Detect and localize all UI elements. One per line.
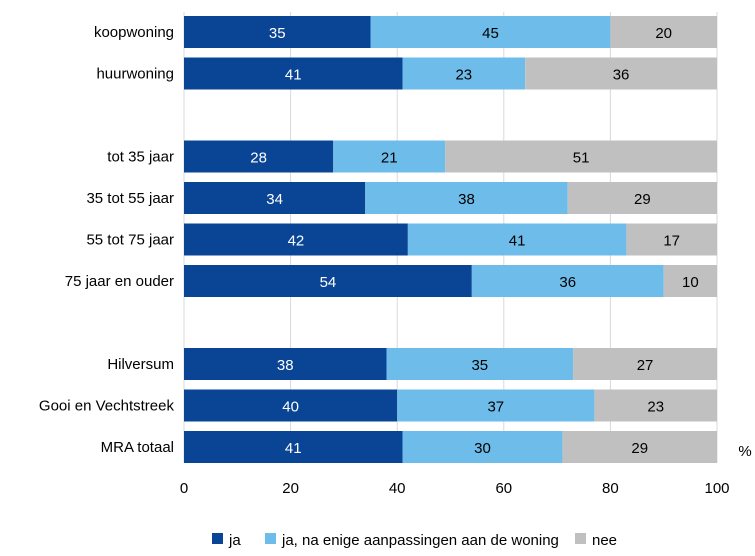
x-tick-label: 20 — [282, 480, 299, 497]
data-label: 23 — [647, 399, 664, 416]
category-label: 75 jaar en ouder — [65, 273, 174, 290]
x-tick-label: 0 — [180, 480, 188, 497]
data-label: 28 — [250, 150, 267, 167]
bar-segment — [365, 182, 568, 214]
bar-segment — [402, 431, 563, 463]
data-label: 40 — [282, 399, 299, 416]
x-axis: % 0 20 40 60 80 100 — [180, 443, 752, 497]
category-label: MRA totaal — [101, 439, 174, 456]
bar-segment — [471, 265, 664, 297]
category-label: huurwoning — [96, 66, 174, 83]
bar-segment — [184, 223, 408, 256]
category-label: tot 35 jaar — [107, 149, 174, 166]
data-label: 38 — [277, 357, 294, 374]
bar-segment — [407, 223, 627, 256]
data-label: 35 — [471, 357, 488, 374]
data-label: 41 — [285, 67, 302, 84]
data-label: 37 — [487, 399, 504, 416]
legend-label: ja — [228, 532, 241, 549]
bar-segment — [333, 140, 446, 173]
data-label: 10 — [682, 274, 699, 291]
data-label: 35 — [269, 25, 286, 42]
x-tick-label: 80 — [602, 480, 619, 497]
x-axis-unit-label: % — [738, 443, 751, 460]
data-label: 41 — [509, 233, 526, 250]
legend-swatch — [212, 533, 223, 544]
x-tick-label: 60 — [495, 480, 512, 497]
data-label: 30 — [474, 440, 491, 457]
data-label: 51 — [573, 150, 590, 167]
category-label: Gooi en Vechtstreek — [39, 398, 175, 415]
bar-segment — [573, 348, 717, 380]
bar-segment — [184, 431, 403, 463]
data-label: 27 — [637, 357, 654, 374]
bar-segment — [184, 389, 398, 422]
category-label: 35 tot 55 jaar — [86, 190, 174, 207]
data-label: 34 — [266, 191, 283, 208]
category-label: koopwoning — [94, 24, 174, 41]
data-label: 38 — [458, 191, 475, 208]
bar-segment — [184, 265, 472, 297]
category-labels: koopwoning huurwoning tot 35 jaar 35 tot 55… — [39, 24, 175, 456]
bar-segment — [386, 348, 574, 380]
bar-segment — [445, 140, 717, 173]
bar-segment — [562, 431, 717, 463]
bar-segment — [626, 223, 717, 256]
bar-segment — [525, 57, 717, 90]
legend: ja ja, na enige aanpassingen aan de wonin… — [212, 532, 617, 549]
data-label: 54 — [320, 274, 337, 291]
data-label: 36 — [559, 274, 576, 291]
data-label: 21 — [381, 150, 398, 167]
bar-segment — [184, 16, 371, 48]
data-label: 36 — [613, 67, 630, 84]
bar-segment — [397, 389, 595, 422]
legend-swatch — [265, 533, 276, 544]
legend-swatch — [575, 533, 586, 544]
x-tick-label: 100 — [704, 480, 729, 497]
data-label: 41 — [285, 440, 302, 457]
bar-segment — [567, 182, 717, 214]
bar-segment — [184, 182, 366, 214]
data-label: 23 — [455, 67, 472, 84]
data-label: 45 — [482, 25, 499, 42]
data-label: 17 — [663, 233, 680, 250]
bar-segment — [402, 57, 526, 90]
bar-segment — [184, 57, 403, 90]
legend-label: ja, na enige aanpassingen aan de woning — [281, 532, 559, 549]
bars: 35 45 20 41 23 36 28 21 51 34 38 29 42 41 17 54 36 10 38 35… — [184, 16, 717, 463]
bar-segment — [663, 265, 717, 297]
legend-label: nee — [592, 532, 617, 549]
bar-segment — [370, 16, 611, 48]
bar-segment — [184, 140, 334, 173]
data-label: 29 — [631, 440, 648, 457]
bar-segment — [610, 16, 717, 48]
bar-segment — [594, 389, 717, 422]
data-label: 42 — [288, 233, 305, 250]
data-label: 29 — [634, 191, 651, 208]
bar-segment — [184, 348, 387, 380]
data-label: 20 — [655, 25, 672, 42]
category-label: Hilversum — [107, 356, 174, 373]
category-label: 55 tot 75 jaar — [86, 232, 174, 249]
x-tick-label: 40 — [389, 480, 406, 497]
